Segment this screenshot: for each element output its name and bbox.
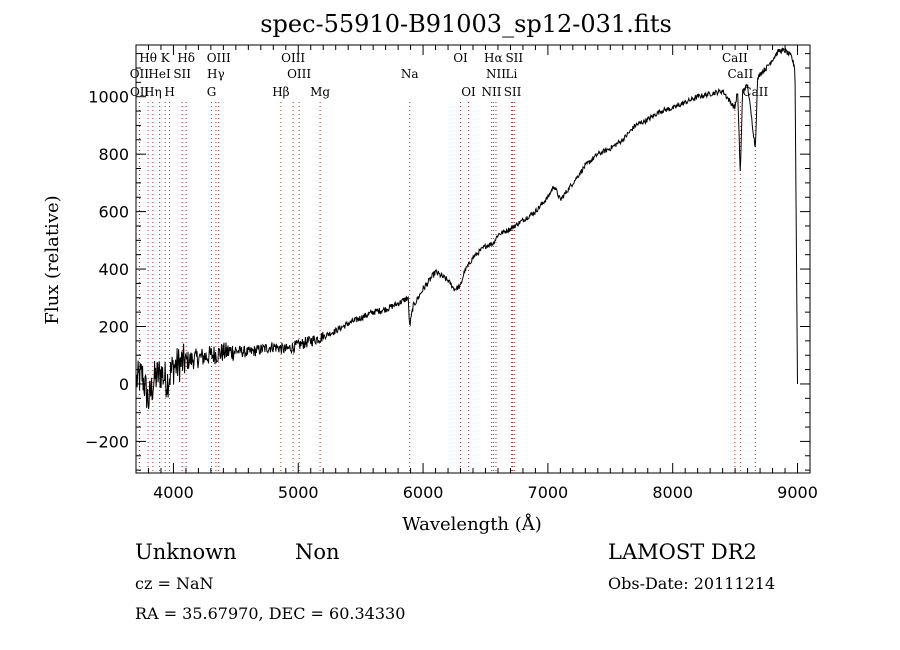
spectral-line-label: CaII [722,51,748,65]
y-tick-label: 1000 [88,88,129,107]
object-class: Unknown [135,540,237,564]
spectral-line-label: OI [453,51,468,65]
chart-title: spec-55910-B91003_sp12-031.fits [260,10,672,38]
spectral-line-label: SII [505,51,523,65]
spectral-line-label: K [161,51,171,65]
spectral-line-label: Hθ [139,51,157,65]
x-tick-label: 5000 [278,483,319,502]
x-tick-label: 4000 [153,483,194,502]
spectral-line-label: OI [461,85,476,99]
x-tick-label: 6000 [403,483,444,502]
observation-date: Obs-Date: 20111214 [608,574,776,593]
object-subclass: Non [295,540,340,564]
spectral-line-label: Hα [484,51,503,65]
x-tick-label: 7000 [528,483,569,502]
spectrum-series [136,47,798,410]
spectral-line-label: Hδ [177,51,195,65]
y-tick-label: 400 [98,260,129,279]
x-axis-label: Wavelength (Å) [402,513,542,535]
spectral-line-label: HeI [148,67,171,81]
spectral-line-label: Na [401,67,419,81]
y-tick-label: 600 [98,203,129,222]
spectral-line-label: OIII [287,67,311,81]
spectral-line-label: CaII [742,85,768,99]
y-axis-label: Flux (relative) [42,195,63,324]
spectral-line-label: SII [173,67,191,81]
spectral-line-label: NII [486,67,506,81]
spectral-line-label: Hγ [207,67,225,81]
y-tick-label: 200 [98,318,129,337]
spectrum-line [136,47,798,410]
spectral-line-label: Hη [144,85,162,99]
x-tick-label: 8000 [652,483,693,502]
spectral-line-label: NII [481,85,501,99]
spectral-line-label: OIII [281,51,305,65]
coordinates: RA = 35.67970, DEC = 60.34330 [135,604,406,623]
axes: 4000 5000 6000 7000 8000 9000 −200 0 200 400 600 80… [85,44,818,502]
spectral-line-label: Li [506,67,518,81]
spectral-line-label: OII [130,67,150,81]
y-tick-label: 0 [119,375,129,394]
spectral-line-label: Hβ [272,85,289,99]
spectral-line-label: H [164,85,174,99]
spectral-line-label: OIII [207,51,231,65]
y-tick-label: −200 [85,432,129,451]
spectral-line-label: CaII [727,67,753,81]
spectral-line-label: Mg [310,85,330,99]
x-tick-label: 9000 [777,483,818,502]
survey-name: LAMOST DR2 [608,540,757,564]
y-tick-label: 800 [98,145,129,164]
spectral-line-label: OII [130,85,150,99]
spectral-line-label: SII [504,85,522,99]
redshift-cz: cz = NaN [135,574,214,593]
spectral-line-label: G [207,85,217,99]
